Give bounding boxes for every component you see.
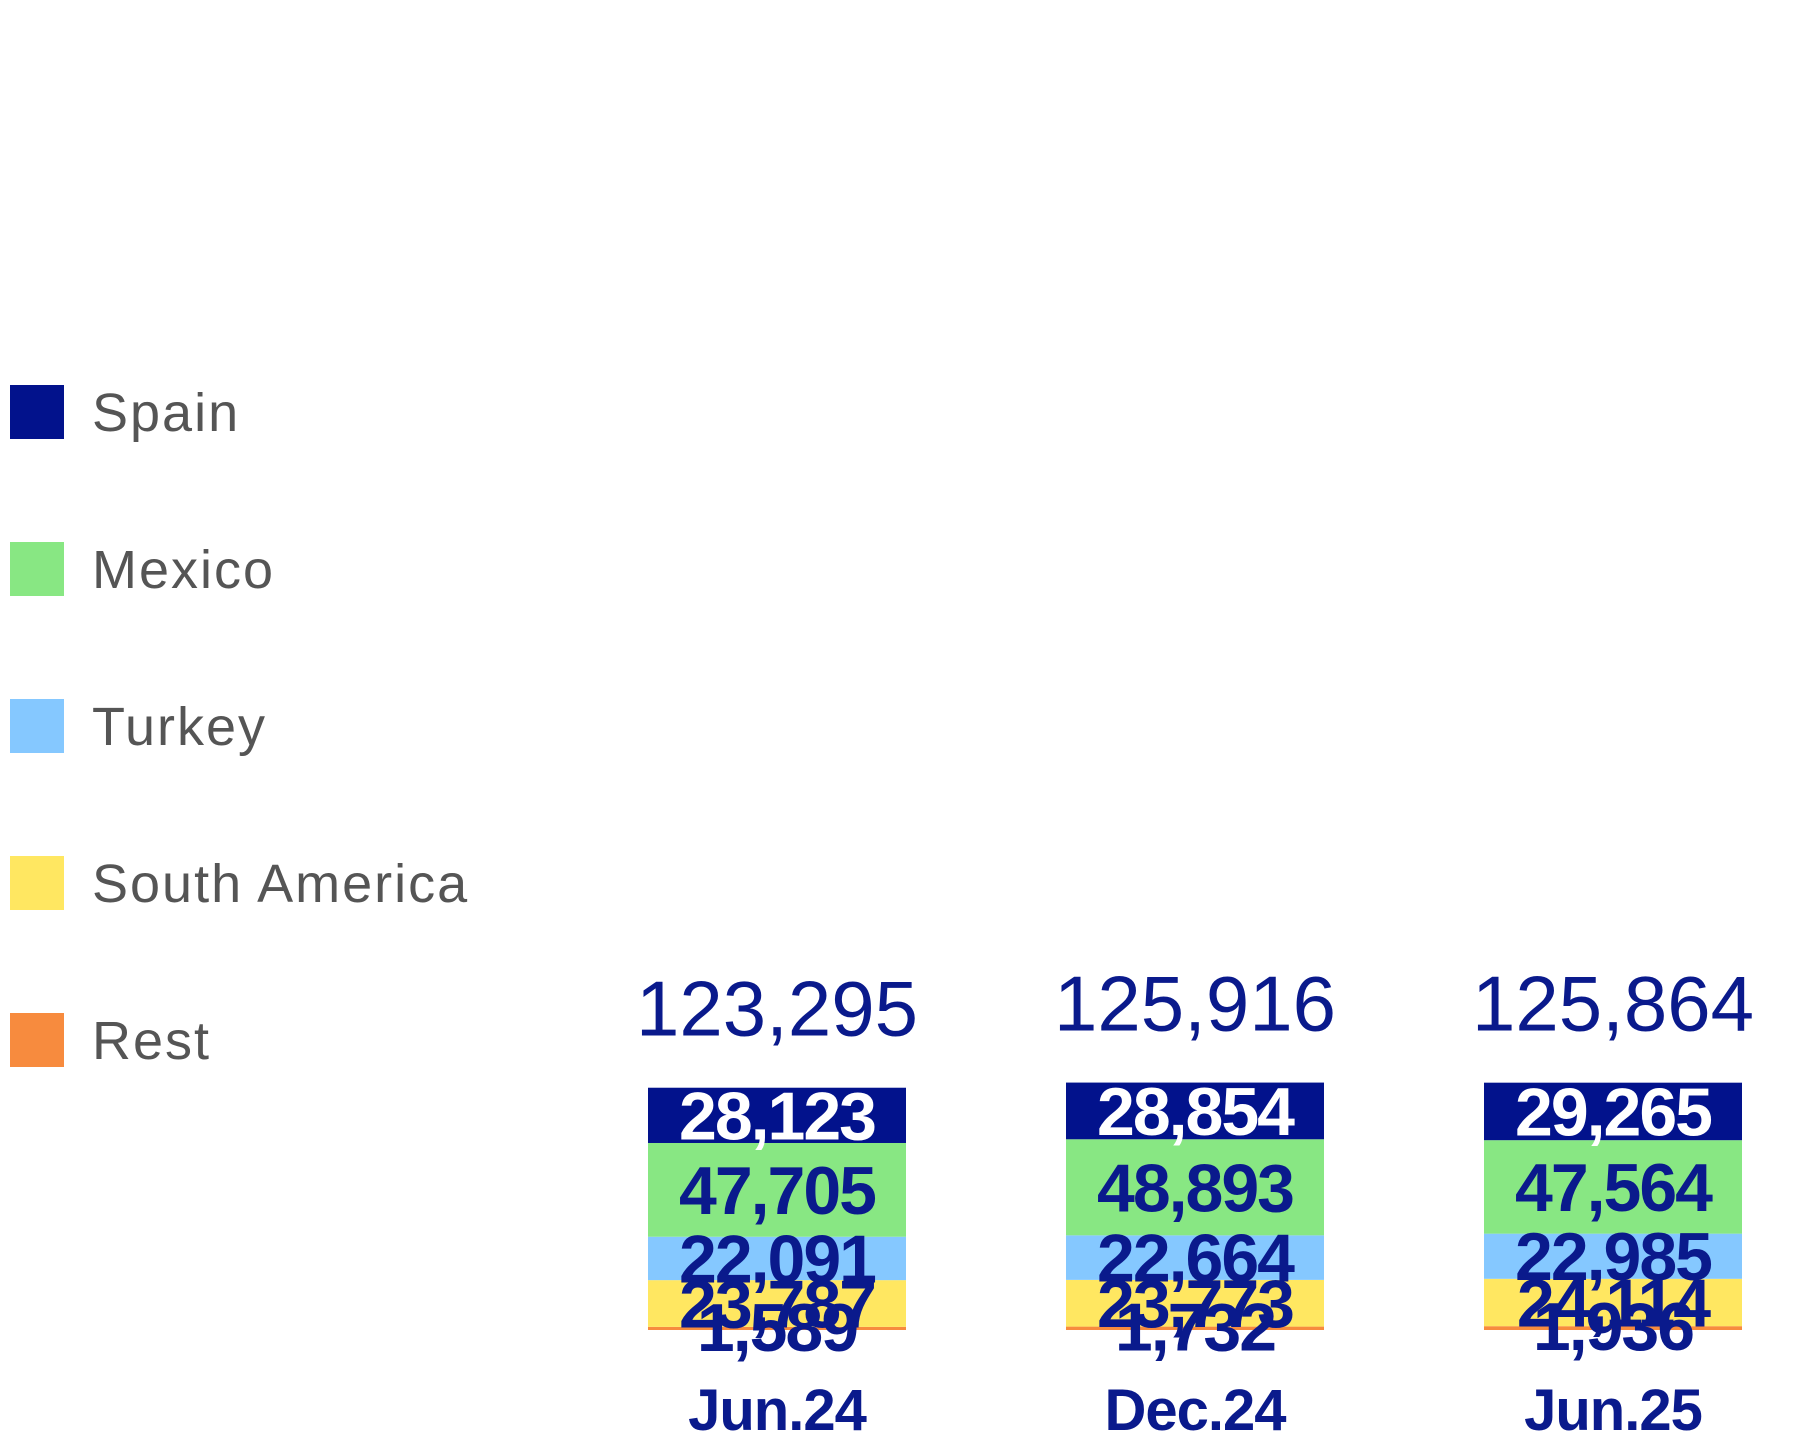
bars: [648, 1082, 1742, 1330]
legend-swatch-turkey: [10, 699, 64, 753]
value-label-turkey-jun-24: 22,091: [679, 1221, 875, 1297]
bar-spain-jun-24: [648, 1087, 906, 1143]
bar-rest-jun-24: [648, 1326, 906, 1330]
value-label-south-america-dec-24: 23,773: [1097, 1266, 1293, 1342]
legend-swatch-south-america: [10, 856, 64, 910]
bar-rest-jun-25: [1484, 1326, 1742, 1330]
x-tick-label-jun-24: Jun.24: [688, 1378, 866, 1443]
bar-turkey-dec-24: [1066, 1235, 1324, 1280]
value-label-mexico-jun-25: 47,564: [1515, 1150, 1713, 1226]
value-label-spain-jun-25: 29,265: [1515, 1074, 1711, 1150]
bar-turkey-jun-25: [1484, 1233, 1742, 1279]
value-label-spain-jun-24: 28,123: [679, 1078, 875, 1154]
legend-label-mexico: Mexico: [92, 540, 275, 600]
total-label-jun-24: 123,295: [636, 965, 918, 1053]
legend-label-rest: Rest: [92, 1011, 211, 1071]
legend-label-south-america: South America: [92, 854, 469, 914]
bar-spain-jun-25: [1484, 1082, 1742, 1141]
value-label-spain-dec-24: 28,854: [1097, 1074, 1295, 1150]
value-label-rest-jun-25: 1,936: [1533, 1289, 1693, 1365]
bar-mexico-dec-24: [1066, 1139, 1324, 1236]
value-label-south-america-jun-25: 24,114: [1517, 1266, 1711, 1342]
x-tick-label-jun-25: Jun.25: [1524, 1378, 1702, 1443]
bar-mexico-jun-25: [1484, 1140, 1742, 1234]
bar-south-america-jun-24: [648, 1280, 906, 1327]
value-label-turkey-dec-24: 22,664: [1097, 1221, 1295, 1297]
value-label-south-america-jun-24: 23,787: [679, 1267, 875, 1343]
legend-swatch-mexico: [10, 542, 64, 596]
legend: Spain Mexico Turkey South America Rest: [10, 383, 469, 1071]
bar-turkey-jun-24: [648, 1236, 906, 1281]
value-label-mexico-jun-24: 47,705: [679, 1153, 875, 1229]
bar-south-america-jun-25: [1484, 1278, 1742, 1327]
bar-mexico-jun-24: [648, 1142, 906, 1237]
bar-south-america-dec-24: [1066, 1279, 1324, 1327]
x-axis: Jun.24 Dec.24 Jun.25: [688, 1378, 1703, 1443]
x-tick-label-dec-24: Dec.24: [1104, 1378, 1286, 1443]
legend-label-turkey: Turkey: [92, 697, 267, 757]
value-label-rest-dec-24: 1,732: [1115, 1290, 1275, 1366]
bar-rest-dec-24: [1066, 1326, 1324, 1330]
legend-label-spain: Spain: [92, 383, 240, 443]
value-label-rest-jun-24: 1,589: [697, 1290, 857, 1366]
value-label-mexico-dec-24: 48,893: [1097, 1150, 1293, 1226]
total-label-dec-24: 125,916: [1054, 960, 1336, 1048]
value-label-turkey-jun-25: 22,985: [1515, 1219, 1711, 1295]
total-label-jun-25: 125,864: [1472, 960, 1754, 1048]
legend-swatch-spain: [10, 385, 64, 439]
legend-swatch-rest: [10, 1013, 64, 1067]
bar-spain-dec-24: [1066, 1082, 1324, 1140]
